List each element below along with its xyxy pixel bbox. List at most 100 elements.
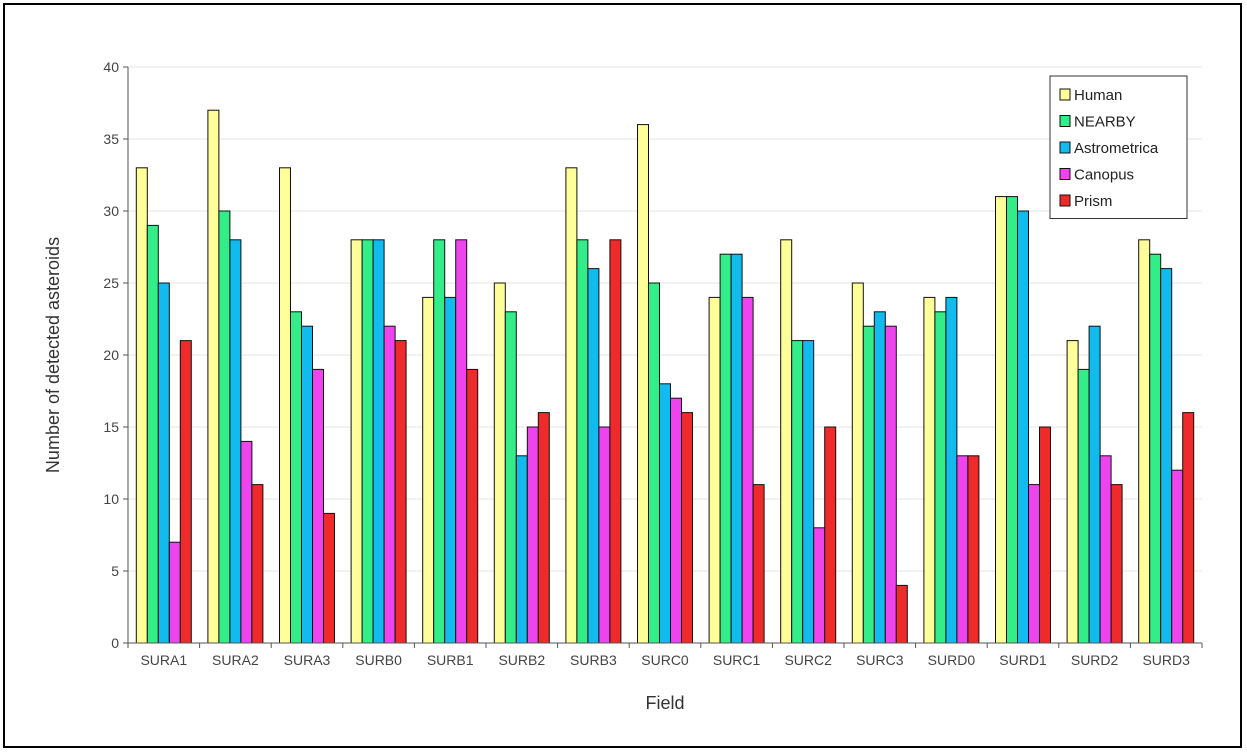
x-tick-label: SURB3 <box>570 652 617 668</box>
bar-canopus-surd2 <box>1099 455 1112 644</box>
bar-canopus-surc1 <box>741 296 754 644</box>
legend-label-prism: Prism <box>1074 193 1112 210</box>
chart-frame: 0 5 10 15 20 25 30 35 40 SURA1 SURA2 SURA3 SURB0 SUR… <box>3 3 1242 748</box>
bar-astrometrica-surc1 <box>730 253 743 644</box>
bar-human-surc2 <box>780 239 793 644</box>
bar-canopus-surb0 <box>383 325 396 644</box>
y-tick-label: 30 <box>103 203 119 219</box>
bar-human-surd3 <box>1138 239 1151 644</box>
bar-nearby-surb1 <box>433 239 446 644</box>
bar-prism-surc2 <box>824 426 837 644</box>
y-axis-title: Number of detected asteroids <box>43 237 63 473</box>
bar-prism-surd2 <box>1110 484 1123 644</box>
x-tick-label: SURB0 <box>355 652 402 668</box>
bar-canopus-sura1 <box>168 541 181 644</box>
bar-human-surb2 <box>493 282 506 644</box>
bar-canopus-surb2 <box>526 426 539 644</box>
x-tick-label: SURB2 <box>498 652 545 668</box>
bar-nearby-sura2 <box>218 210 231 644</box>
bar-nearby-surb2 <box>504 311 517 644</box>
x-tick-label: SURC1 <box>713 652 761 668</box>
bar-nearby-surc1 <box>719 253 732 644</box>
bar-astrometrica-surb0 <box>372 239 385 644</box>
y-tick-label: 0 <box>111 635 119 651</box>
x-tick-label: SURD1 <box>999 652 1047 668</box>
bar-canopus-surb3 <box>598 426 611 644</box>
x-axis-title: Field <box>645 693 684 713</box>
y-tick-labels: 0 5 10 15 20 25 30 35 40 <box>103 59 119 651</box>
bar-canopus-surc0 <box>670 397 682 644</box>
legend-swatch-nearby <box>1059 115 1071 127</box>
bar-prism-surd0 <box>967 455 980 644</box>
x-tick-label: SURA1 <box>140 652 187 668</box>
legend-swatch-prism <box>1059 194 1071 207</box>
bar-prism-sura1 <box>179 340 192 644</box>
bar-human-surb0 <box>350 239 363 644</box>
bar-astrometrica-surd0 <box>945 296 958 644</box>
bar-prism-surd1 <box>1039 426 1051 644</box>
bar-nearby-sura1 <box>146 224 159 644</box>
bar-prism-surc3 <box>895 584 908 644</box>
bar-human-surc1 <box>708 296 721 644</box>
bar-prism-surc0 <box>681 412 693 644</box>
bar-canopus-sura2 <box>240 440 253 644</box>
legend: Human NEARBY Astrometrica Canopus Prism <box>1049 75 1188 219</box>
x-tick-label: SURC3 <box>856 652 904 668</box>
legend-label-human: Human <box>1074 87 1122 104</box>
axes <box>123 66 1203 648</box>
bar-astrometrica-surb3 <box>587 268 600 644</box>
bar-prism-sura2 <box>251 484 264 644</box>
bar-human-surb3 <box>565 167 578 644</box>
bar-human-surd0 <box>923 296 936 644</box>
bar-prism-surb0 <box>394 340 407 644</box>
bar-nearby-surb3 <box>576 239 589 644</box>
bar-astrometrica-surd3 <box>1160 268 1173 644</box>
bar-astrometrica-sura2 <box>229 239 242 644</box>
bar-human-surd1 <box>995 196 1007 644</box>
bar-prism-surb3 <box>609 239 622 644</box>
y-tick-label: 20 <box>103 347 119 363</box>
bar-human-surc3 <box>851 282 864 644</box>
bar-astrometrica-surb2 <box>515 455 528 644</box>
x-tick-labels: SURA1 SURA2 SURA3 SURB0 SURB1 SURB2 SURB3 SURC0… <box>140 652 1190 668</box>
legend-box <box>1049 75 1188 219</box>
bar-astrometrica-surc3 <box>873 311 886 644</box>
bar-nearby-surc3 <box>862 325 875 644</box>
bar-astrometrica-sura1 <box>157 282 170 644</box>
bar-astrometrica-sura3 <box>301 325 313 644</box>
x-tick-label: SURA2 <box>212 652 259 668</box>
bar-prism-surc1 <box>752 484 765 644</box>
bar-astrometrica-surd2 <box>1088 325 1101 644</box>
bar-prism-surb1 <box>466 368 479 644</box>
bar-nearby-sura3 <box>290 311 302 644</box>
bar-nearby-surd0 <box>934 311 947 644</box>
x-tick-label: SURC2 <box>784 652 832 668</box>
bar-nearby-surc2 <box>791 340 804 644</box>
bar-human-surc0 <box>637 124 649 644</box>
bar-canopus-surb1 <box>455 239 468 644</box>
y-tick-label: 40 <box>103 59 119 75</box>
x-tick-label: SURA3 <box>284 652 331 668</box>
bar-human-surd2 <box>1066 340 1079 644</box>
bar-human-surb1 <box>422 296 435 644</box>
legend-swatch-astrometrica <box>1059 141 1071 154</box>
x-tick-label: SURD2 <box>1071 652 1119 668</box>
bar-canopus-sura3 <box>312 368 324 644</box>
y-tick-label: 10 <box>103 491 119 507</box>
y-tick-label: 5 <box>111 563 119 579</box>
legend-swatch-human <box>1059 88 1071 101</box>
bar-human-sura2 <box>207 109 220 644</box>
bar-astrometrica-surc2 <box>802 340 815 644</box>
x-tick-label: SURD0 <box>928 652 976 668</box>
y-tick-label: 35 <box>103 131 119 147</box>
bar-prism-surd3 <box>1182 412 1195 644</box>
bar-nearby-surd3 <box>1149 253 1162 644</box>
legend-label-astrometrica: Astrometrica <box>1074 140 1159 157</box>
bar-astrometrica-surd1 <box>1017 210 1029 644</box>
bar-astrometrica-surc0 <box>659 383 671 644</box>
bar-human-sura3 <box>279 167 291 644</box>
bars <box>135 109 1195 644</box>
bar-prism-surb2 <box>537 412 550 644</box>
bar-canopus-surc3 <box>884 325 897 644</box>
legend-label-nearby: NEARBY <box>1074 114 1136 131</box>
